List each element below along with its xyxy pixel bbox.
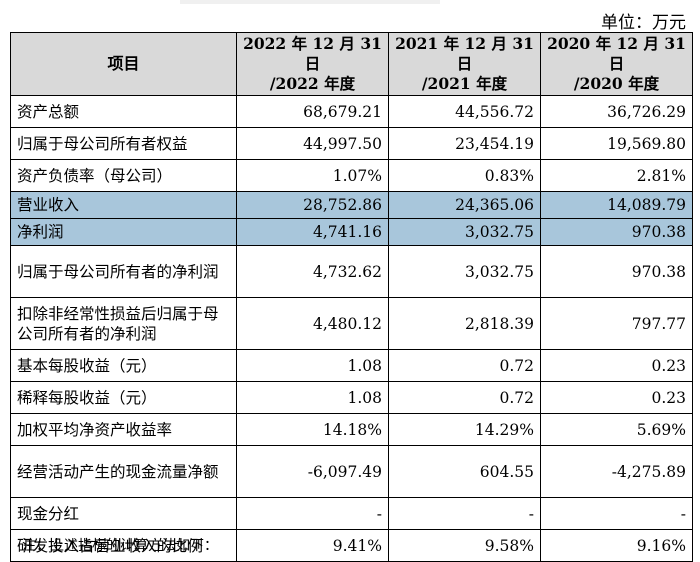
- row-value: 1.08: [236, 349, 389, 382]
- row-value: -: [388, 497, 541, 530]
- row-value: 0.72: [388, 349, 541, 382]
- row-label: 归属于母公司所有者的净利润: [10, 245, 237, 298]
- footnote: 注：上述指标的计算方法如下：: [22, 538, 218, 554]
- header-period-line2: /2020 年度: [573, 74, 660, 93]
- row-label: 现金分红: [10, 497, 237, 530]
- row-value: 28,752.86: [236, 191, 389, 219]
- row-value: 23,454.19: [388, 127, 541, 160]
- table-row: 归属于母公司所有者权益 44,997.50 23,454.19 19,569.80: [10, 127, 693, 160]
- table-row: 基本每股收益（元） 1.08 0.72 0.23: [10, 349, 693, 382]
- row-value: 19,569.80: [540, 127, 693, 160]
- table-row: 加权平均净资产收益率 14.18% 14.29% 5.69%: [10, 413, 693, 446]
- row-value: 1.08: [236, 381, 389, 414]
- header-period-2020: 2020 年 12 月 31 日 /2020 年度: [540, 32, 693, 96]
- row-value: 970.38: [540, 218, 693, 246]
- row-label: 资产总额: [10, 95, 237, 128]
- row-value: 797.77: [540, 297, 693, 350]
- row-value: 9.16%: [540, 529, 693, 562]
- row-value: 14.18%: [236, 413, 389, 446]
- top-edge-strip: [180, 0, 440, 4]
- row-value: -: [236, 497, 389, 530]
- header-period-2021: 2021 年 12 月 31 日 /2021 年度: [388, 32, 541, 96]
- row-value: 44,556.72: [388, 95, 541, 128]
- table-row: 资产负债率（母公司） 1.07% 0.83% 2.81%: [10, 159, 693, 192]
- row-value: 9.58%: [388, 529, 541, 562]
- header-period-line1: 2022 年 12 月 31 日: [243, 34, 382, 73]
- row-label: 加权平均净资产收益率: [10, 413, 237, 446]
- row-value: 68,679.21: [236, 95, 389, 128]
- row-value: 14,089.79: [540, 191, 693, 219]
- table-row: 稀释每股收益（元） 1.08 0.72 0.23: [10, 381, 693, 414]
- financial-indicators-table: 项目 2022 年 12 月 31 日 /2022 年度 2021 年 12 月…: [10, 32, 693, 562]
- table-row: 现金分红 - - -: [10, 497, 693, 530]
- row-value: 604.55: [388, 445, 541, 498]
- row-value: 2.81%: [540, 159, 693, 192]
- table-row: 扣除非经常性损益后归属于母公司所有者的净利润 4,480.12 2,818.39 79…: [10, 297, 693, 350]
- unit-label: 单位：万元: [601, 13, 686, 33]
- row-value: 0.72: [388, 381, 541, 414]
- row-value: 0.83%: [388, 159, 541, 192]
- row-value: 36,726.29: [540, 95, 693, 128]
- table-row: 归属于母公司所有者的净利润 4,732.62 3,032.75 970.38: [10, 245, 693, 298]
- row-value: -4,275.89: [540, 445, 693, 498]
- row-label: 基本每股收益（元）: [10, 349, 237, 382]
- header-period-line1: 2021 年 12 月 31 日: [395, 34, 534, 73]
- row-label: 资产负债率（母公司）: [10, 159, 237, 192]
- row-label: 营业收入: [10, 191, 237, 219]
- table-row: 营业收入 28,752.86 24,365.06 14,089.79: [10, 191, 693, 219]
- row-label: 经营活动产生的现金流量净额: [10, 445, 237, 498]
- table-row: 资产总额 68,679.21 44,556.72 36,726.29: [10, 95, 693, 128]
- row-value: -: [540, 497, 693, 530]
- row-value: 4,732.62: [236, 245, 389, 298]
- row-label: 稀释每股收益（元）: [10, 381, 237, 414]
- row-value: 970.38: [540, 245, 693, 298]
- table-row: 经营活动产生的现金流量净额 -6,097.49 604.55 -4,275.89: [10, 445, 693, 498]
- row-value: 24,365.06: [388, 191, 541, 219]
- header-period-2022: 2022 年 12 月 31 日 /2022 年度: [236, 32, 389, 96]
- header-item: 项目: [10, 32, 237, 96]
- header-period-line1: 2020 年 12 月 31 日: [547, 34, 686, 73]
- row-value: 1.07%: [236, 159, 389, 192]
- table-header-row: 项目 2022 年 12 月 31 日 /2022 年度 2021 年 12 月…: [10, 32, 693, 96]
- row-value: 14.29%: [388, 413, 541, 446]
- row-value: 3,032.75: [388, 245, 541, 298]
- row-value: 0.23: [540, 381, 693, 414]
- row-label: 归属于母公司所有者权益: [10, 127, 237, 160]
- header-period-line2: /2022 年度: [269, 74, 356, 93]
- row-value: 4,741.16: [236, 218, 389, 246]
- row-value: 9.41%: [236, 529, 389, 562]
- row-value: 0.23: [540, 349, 693, 382]
- row-value: 3,032.75: [388, 218, 541, 246]
- row-value: 2,818.39: [388, 297, 541, 350]
- row-label: 净利润: [10, 218, 237, 246]
- header-period-line2: /2021 年度: [421, 74, 508, 93]
- row-label: 扣除非经常性损益后归属于母公司所有者的净利润: [10, 297, 237, 350]
- row-value: 44,997.50: [236, 127, 389, 160]
- row-value: 5.69%: [540, 413, 693, 446]
- table-row: 净利润 4,741.16 3,032.75 970.38: [10, 218, 693, 246]
- row-value: -6,097.49: [236, 445, 389, 498]
- row-value: 4,480.12: [236, 297, 389, 350]
